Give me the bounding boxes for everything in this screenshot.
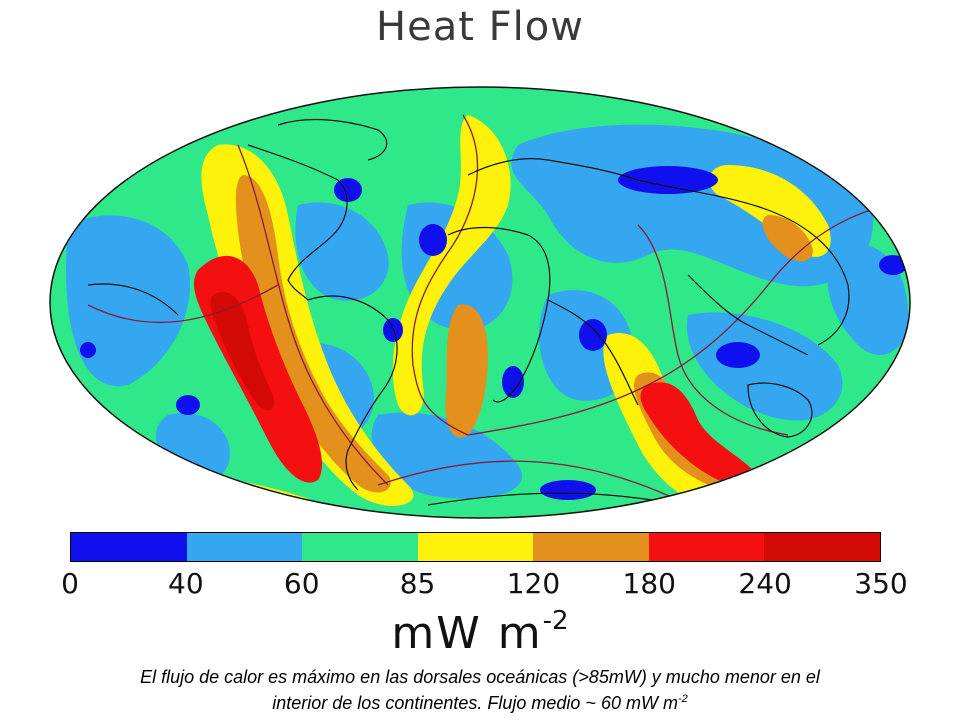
- colorbar-tick-label: 180: [622, 567, 677, 600]
- colorbar-tick-label: 60: [283, 567, 320, 600]
- colorbar-tick-label: 40: [168, 567, 204, 600]
- colorbar-tick-label: 240: [738, 567, 792, 600]
- colorbar-tick-label: 0: [61, 567, 79, 600]
- colorbar-segment: [533, 533, 649, 561]
- caption: El flujo de calor es máximo en las dorsa…: [20, 666, 940, 714]
- colorbar-segment: [648, 533, 765, 561]
- units-base: mW m: [391, 608, 543, 659]
- heat-flow-map: [49, 86, 911, 519]
- caption-line-2: interior de los continentes. Flujo medio…: [272, 693, 678, 713]
- heat-flow-field: [50, 87, 910, 518]
- colorbar-segment: [71, 533, 187, 561]
- units-label: mW m-2: [0, 606, 960, 659]
- caption-line-1: El flujo de calor es máximo en las dorsa…: [140, 667, 820, 687]
- colorbar: [70, 532, 881, 562]
- colorbar-segment: [417, 533, 534, 561]
- colorbar-ticks: 0 40 60 85 120 180 240 350: [61, 567, 908, 601]
- colorbar-tick-label: 85: [399, 567, 436, 600]
- units-exponent: -2: [542, 606, 569, 636]
- colorbar-segment: [764, 533, 881, 561]
- map-title: Heat Flow: [376, 4, 584, 50]
- colorbar-tick-label: 120: [506, 567, 561, 600]
- colorbar-tick-label: 350: [854, 567, 908, 600]
- colorbar-segment: [186, 533, 303, 561]
- colorbar-segment: [302, 533, 418, 561]
- caption-exponent: -2: [677, 693, 688, 705]
